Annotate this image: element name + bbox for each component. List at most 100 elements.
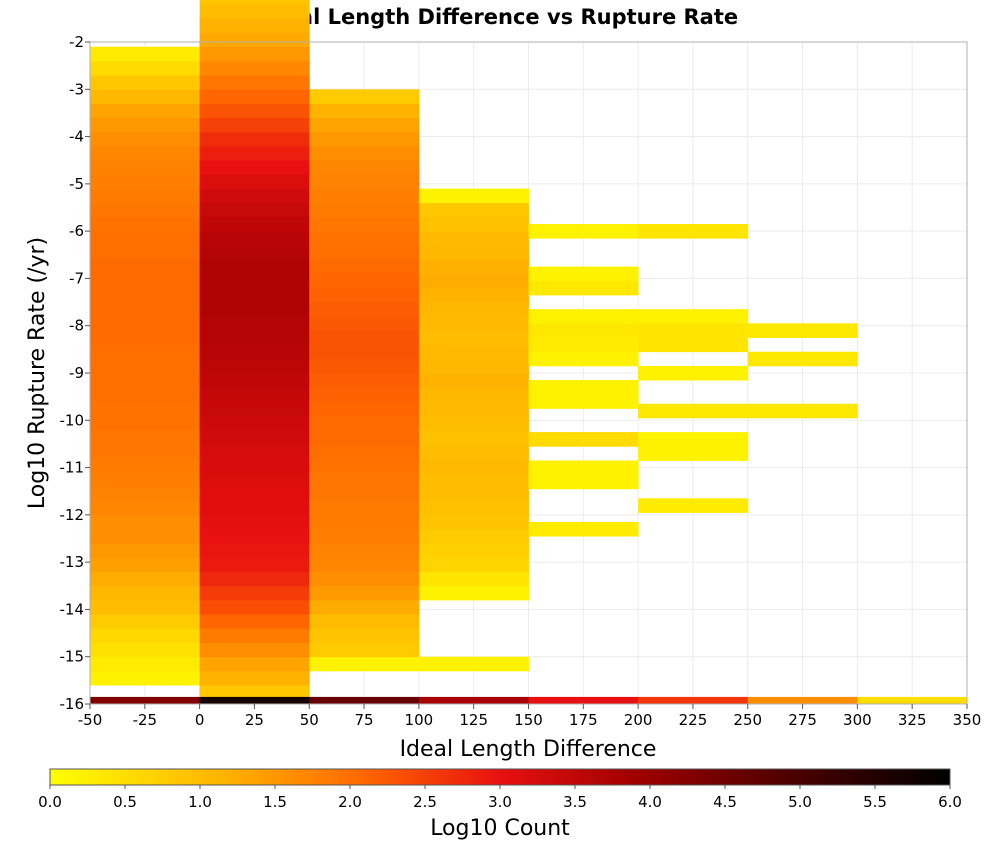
heatmap-cell [90, 287, 201, 303]
heatmap-cell [90, 599, 201, 615]
colorbar-tick-label: 4.5 [713, 793, 737, 811]
y-tick-label: -16 [60, 695, 85, 713]
heatmap-cell [638, 403, 749, 419]
heatmap-cell [199, 642, 310, 658]
heatmap-cell [418, 302, 529, 317]
heatmap-cell [309, 202, 420, 218]
heatmap-cell [528, 394, 639, 409]
heatmap-cell [90, 103, 201, 119]
colorbar-tick-label: 3.0 [488, 793, 512, 811]
heatmap-cell [418, 458, 529, 473]
heatmap-cell [528, 309, 639, 324]
heatmap-cell [309, 529, 420, 544]
heatmap-cell [199, 486, 310, 502]
heatmap-cell [199, 46, 310, 62]
heatmap-cell [199, 458, 310, 473]
heatmap-cell [199, 259, 310, 275]
y-tick-label: -7 [69, 269, 84, 287]
heatmap-cell [309, 231, 420, 246]
heatmap-cell [90, 500, 201, 516]
heatmap-cell [309, 696, 420, 705]
heatmap-cell [90, 358, 201, 374]
heatmap-cell [309, 500, 420, 516]
x-tick-label: 350 [953, 711, 982, 729]
y-axis-ticks: -2 -3 -4 -5 -6 -7 -8 -9 -10 -11 -12 -13 -14 -15 -16 [60, 33, 90, 713]
heatmap-cell [90, 75, 201, 90]
heatmap-cell [199, 373, 310, 388]
heatmap-cell [90, 387, 201, 402]
heatmap-cell [857, 696, 968, 705]
heatmap-cell [90, 188, 201, 204]
heatmap-cell [199, 60, 310, 76]
colorbar-tick-label: 1.5 [263, 793, 287, 811]
heatmap-cell [418, 557, 529, 572]
y-tick-label: -6 [69, 222, 84, 240]
heatmap-cell [418, 472, 529, 487]
y-tick-label: -14 [60, 600, 85, 618]
heatmap-cell [638, 224, 749, 239]
x-tick-label: -50 [78, 711, 103, 729]
colorbar [49, 768, 951, 786]
heatmap-cell [90, 89, 201, 104]
heatmap-cell [199, 0, 310, 5]
heatmap-cell [199, 103, 310, 119]
heatmap-cell [309, 89, 420, 104]
heatmap-cell [747, 403, 858, 419]
y-tick-label: -9 [69, 364, 84, 382]
heatmap-cell [90, 174, 201, 189]
heatmap-cell [528, 432, 639, 447]
heatmap-cell [418, 231, 529, 246]
heatmap-cell [418, 373, 529, 388]
heatmap-cell [418, 443, 529, 459]
heatmap-cell [528, 266, 639, 282]
heatmap-cell [528, 521, 639, 537]
heatmap-cell [199, 4, 310, 19]
heatmap-cell [90, 543, 201, 558]
heatmap-cell [309, 131, 420, 147]
heatmap-cell [90, 614, 201, 629]
heatmap-cell [418, 585, 529, 601]
heatmap-cell [199, 387, 310, 402]
heatmap-cell [418, 500, 529, 516]
heatmap-cell [309, 103, 420, 119]
heatmap-cell [199, 146, 310, 161]
heatmap-cell [199, 160, 310, 175]
heatmap-cell [90, 259, 201, 275]
colorbar-label: Log10 Count [430, 816, 570, 841]
heatmap-cell [199, 543, 310, 558]
heatmap-cell [199, 287, 310, 303]
chart-title: Ideal Length Difference vs Rupture Rate [262, 5, 738, 29]
heatmap-cell [418, 529, 529, 544]
heatmap-cell [309, 585, 420, 601]
x-tick-label: 100 [405, 711, 434, 729]
x-tick-label: 175 [569, 711, 598, 729]
heatmap-cell [309, 174, 420, 189]
heatmap-cell [309, 216, 420, 232]
x-tick-label: 250 [733, 711, 762, 729]
heatmap-cell [199, 358, 310, 374]
heatmap-cell [199, 415, 310, 431]
heatmap-cell [638, 446, 749, 461]
heatmap-cell [199, 273, 310, 289]
heatmap-cell [309, 387, 420, 402]
heatmap-cell [309, 316, 420, 331]
heatmap-cell [90, 273, 201, 289]
heatmap-cell [638, 323, 749, 338]
heatmap-cell [199, 330, 310, 346]
y-tick-label: -15 [60, 648, 85, 666]
heatmap-cell [309, 273, 420, 289]
heatmap-cell [418, 287, 529, 303]
heatmap-cell [90, 160, 201, 175]
heatmap-cell [309, 415, 420, 431]
heatmap-cell [638, 337, 749, 353]
x-tick-label: 150 [514, 711, 543, 729]
colorbar-tick-label: 4.0 [638, 793, 662, 811]
heatmap-cells [90, 0, 968, 705]
heatmap-cell [418, 656, 529, 672]
heatmap-cell [199, 585, 310, 601]
y-tick-label: -8 [69, 317, 84, 335]
heatmap-cell [309, 245, 420, 260]
heatmap-cell [90, 46, 201, 62]
heatmap-cell [199, 216, 310, 232]
